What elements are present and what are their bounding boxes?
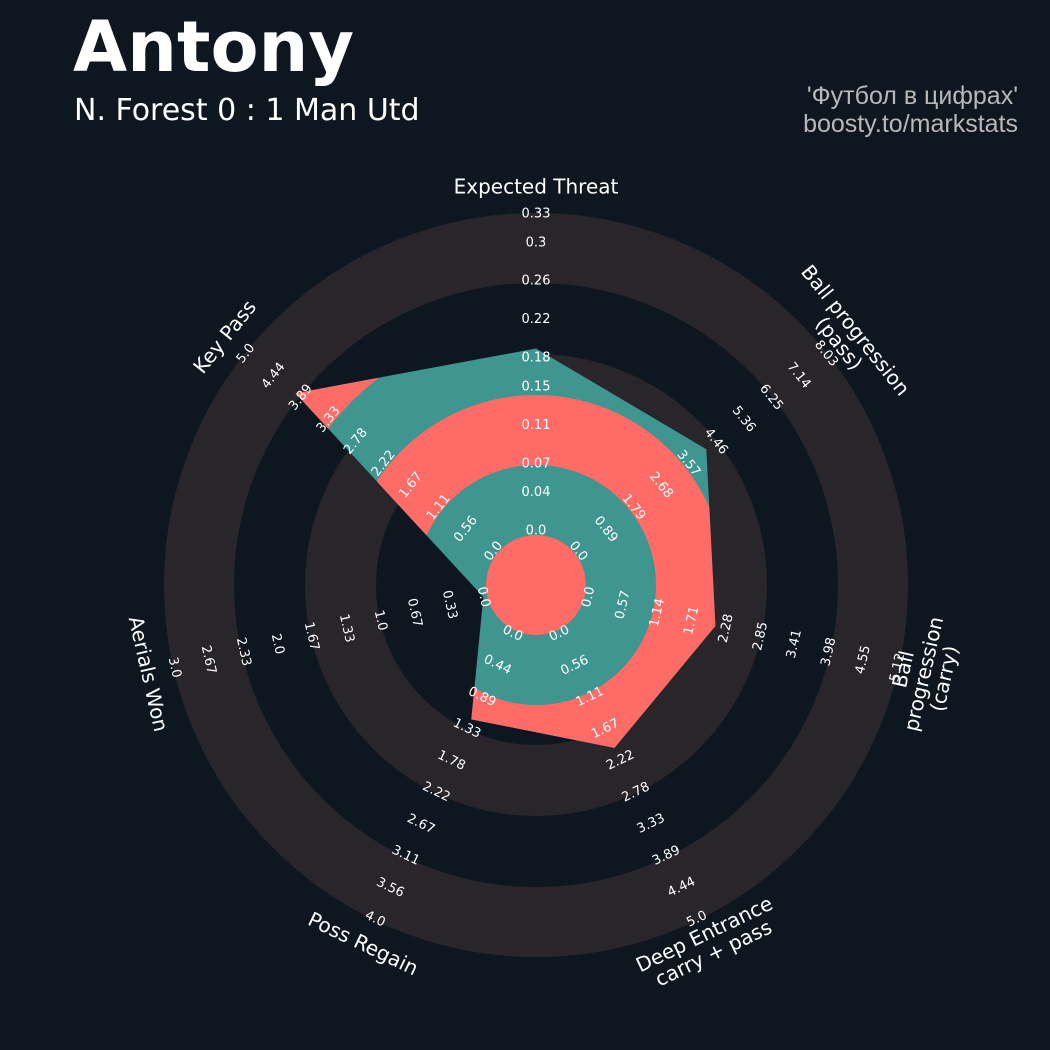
tick-label: 1.0 <box>371 609 390 633</box>
chart-title: Antony <box>73 6 355 88</box>
tick-label: 5.36 <box>729 403 759 435</box>
tick-label: 2.67 <box>198 644 219 676</box>
tick-label: 0.07 <box>522 456 551 471</box>
tick-label: 0.0 <box>579 585 598 609</box>
tick-label: 0.18 <box>522 351 551 366</box>
tick-label: 3.0 <box>165 656 184 680</box>
credit: 'Футбол в цифрах' <box>806 82 1018 110</box>
tick-label: 0.0 <box>526 524 547 539</box>
tick-label: 1.67 <box>301 621 322 653</box>
tick-label: 0.26 <box>522 274 551 289</box>
tick-label: 5.12 <box>887 652 908 684</box>
tick-label: 1.33 <box>336 613 357 645</box>
param-label: Expected Threat <box>453 174 619 199</box>
tick-label: 0.3 <box>526 235 547 250</box>
tick-label: 0.0 <box>474 585 493 609</box>
chart-subtitle: N. Forest 0 : 1 Man Utd <box>74 93 420 128</box>
tick-label: 3.41 <box>784 628 805 660</box>
tick-label: 0.67 <box>404 597 425 629</box>
tick-label: 2.67 <box>404 811 437 837</box>
tick-label: 4.55 <box>853 644 874 676</box>
tick-label: 0.15 <box>522 379 551 394</box>
tick-label: 3.33 <box>635 811 668 837</box>
tick-label: 3.98 <box>818 636 839 668</box>
inner-ring <box>486 535 586 635</box>
credit: boosty.to/markstats <box>803 110 1018 138</box>
tick-label: 2.33 <box>233 636 254 668</box>
tick-label: 1.14 <box>647 597 668 629</box>
tick-label: 0.33 <box>522 207 551 222</box>
tick-label: 0.22 <box>522 312 551 327</box>
tick-label: 0.33 <box>439 589 460 621</box>
tick-label: 2.0 <box>268 632 287 656</box>
ring <box>164 213 908 957</box>
tick-label: 2.28 <box>716 613 737 645</box>
tick-label: 0.11 <box>522 418 551 433</box>
tick-label: 0.04 <box>522 485 551 500</box>
tick-label: 2.85 <box>750 620 771 652</box>
tick-label: 0.57 <box>613 589 634 621</box>
tick-label: 1.71 <box>681 605 702 637</box>
